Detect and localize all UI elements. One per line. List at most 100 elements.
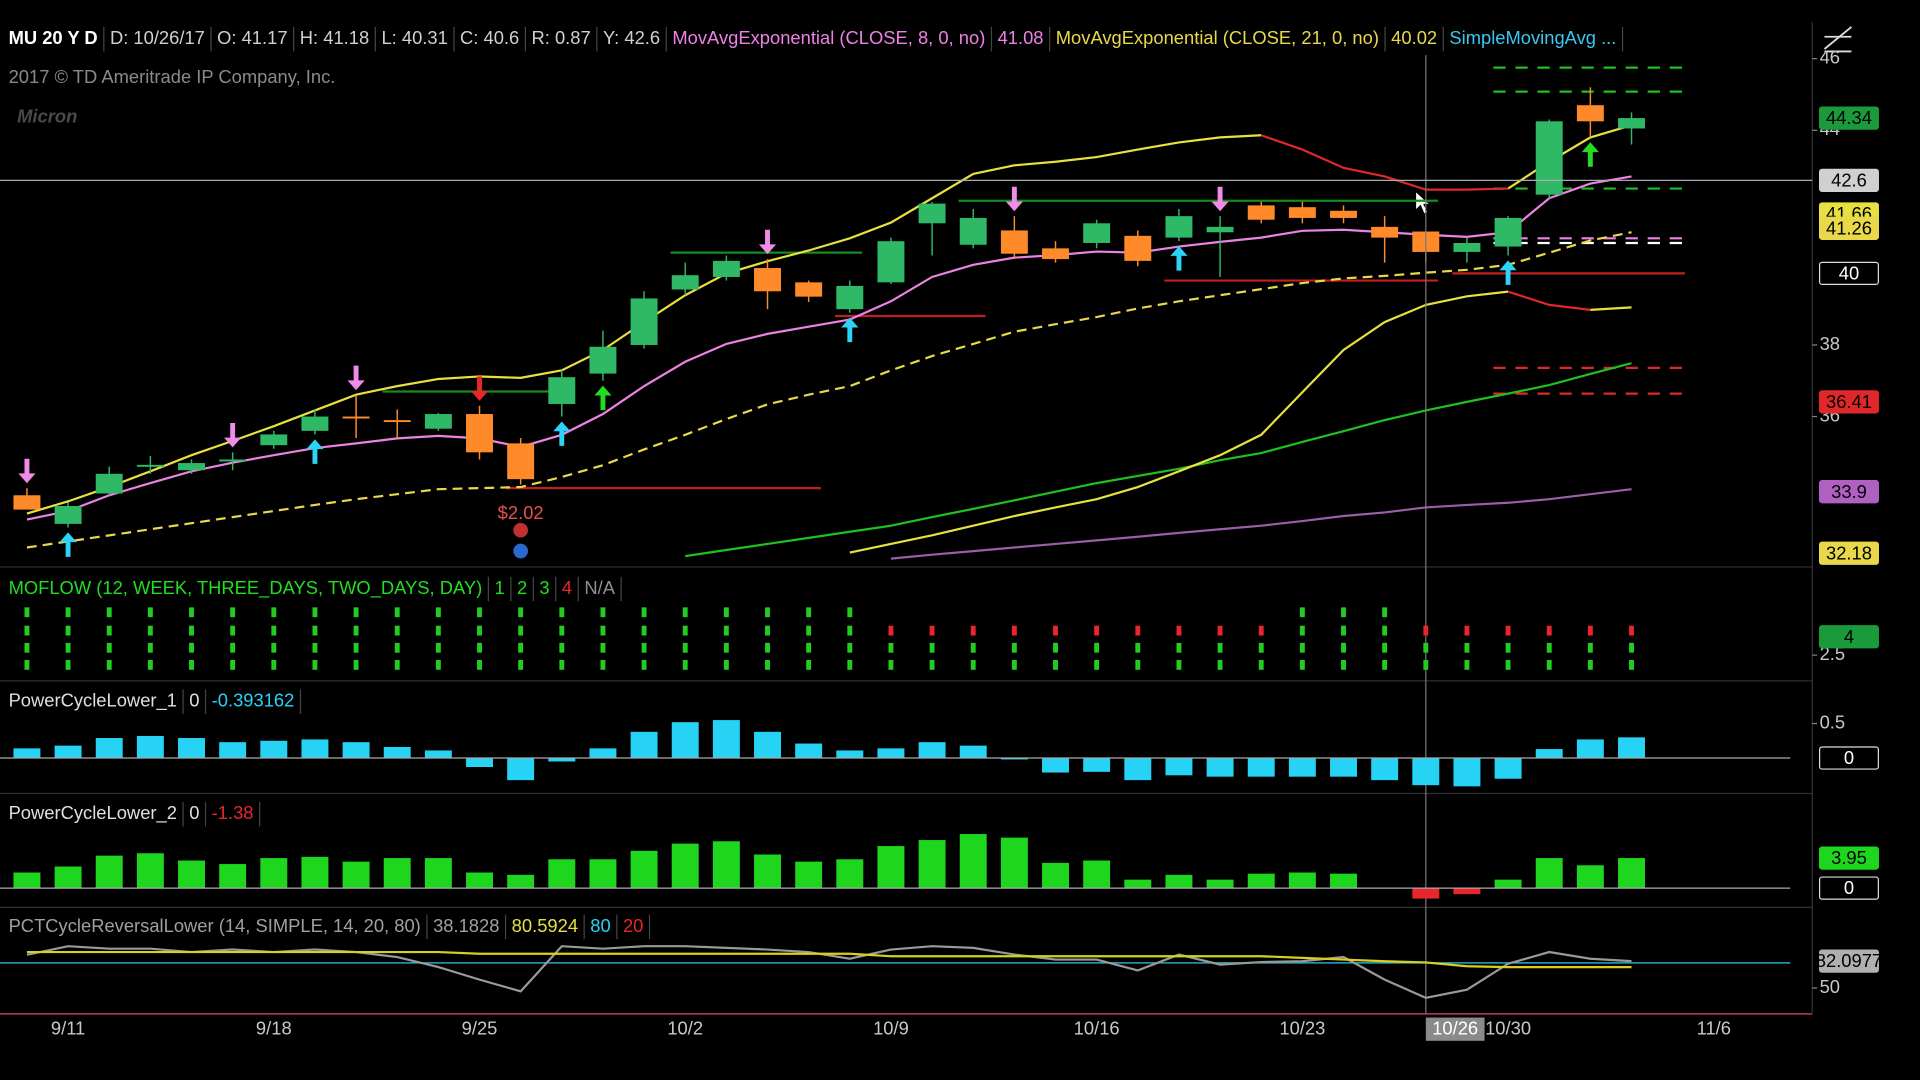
candle-body [219,459,247,462]
histogram-bar [13,748,41,759]
histogram-bar [877,748,905,759]
histogram-bar [1288,758,1316,777]
histogram-bar [795,861,823,889]
moflow-dot [1587,625,1593,636]
moflow-dot [477,625,482,636]
header-item: D: 10/26/17 [110,27,205,48]
x-tick-label: 10/30 [1485,1018,1531,1039]
moflow-dot [106,607,112,618]
moflow-dot [1135,625,1141,636]
histogram-bar [1288,872,1316,889]
header-item: MU 20 Y D [9,27,98,48]
moflow-dot [1546,660,1552,670]
histogram-bar [219,742,247,759]
moflow-dot [24,607,30,618]
header-item: MovAvgExponential (CLOSE, 21, 0, no) [1056,27,1379,48]
moflow-dot [641,660,647,670]
moflow-dot [682,660,688,670]
header-item: MovAvgExponential (CLOSE, 8, 0, no) [672,27,985,48]
moflow-dot [394,642,400,653]
moflow-dot [1587,660,1593,670]
moflow-dot [1505,625,1511,636]
moflow-dot [723,607,729,618]
histogram-bar [466,758,493,768]
histogram-bar [1042,862,1069,889]
header-item: 4 [562,577,572,598]
moflow-dot [806,660,812,670]
moflow-dot [723,660,729,670]
histogram-bar [136,735,164,759]
candle-body [466,414,493,453]
moflow-dot [1176,625,1182,636]
moflow-dot [1629,660,1634,670]
histogram-bar [260,740,288,759]
moflow-dot [929,660,935,670]
header-item: 0 [189,802,199,823]
histogram-bar [1000,758,1028,760]
moflow-dot [847,642,853,653]
moflow-dot [1011,660,1017,670]
price-tag-box [1818,261,1879,286]
moflow-dot [682,607,688,618]
histogram-bar [301,856,329,889]
signal-arrow [1211,186,1229,212]
moflow-dot [435,625,441,636]
candle-body [383,420,411,423]
candle-body [918,203,946,224]
moflow-dot [1382,660,1388,670]
moflow-dot [271,642,277,653]
price-tag: 0 [1844,877,1854,898]
histogram-bar [836,859,864,889]
signal-arrow [18,458,36,484]
price-tag-box [1818,541,1879,565]
histogram-bar [836,750,864,759]
moflow-dot [765,625,770,636]
x-tick-label: 10/16 [1074,1018,1120,1039]
moflow-dot [189,642,194,653]
candle-body [877,241,905,283]
candle-body [754,268,781,292]
indicator-line [26,231,1632,549]
histogram-bar [1330,758,1357,777]
moflow-dot [271,607,277,618]
moflow-dot [1258,625,1264,636]
y-tick-label: 50 [1820,976,1840,997]
histogram-bar [712,841,740,889]
moflow-dot [1464,642,1470,653]
drawing-tool-icon[interactable] [1823,26,1853,53]
price-tag-box [1818,846,1879,870]
signal-arrow [1499,260,1517,285]
header-item: 2 [517,577,527,598]
moflow-dot [1505,642,1511,653]
signal-arrow [841,317,859,343]
dividend-label: $2.02 [498,502,544,523]
moflow-dot [435,660,441,670]
histogram-bar [959,745,987,759]
candle-body [1042,248,1069,260]
moflow-dot [970,660,976,670]
indicator-line [685,362,1632,558]
histogram-bar [1618,858,1645,889]
moflow-dot [1423,660,1429,670]
histogram-bar [630,850,658,889]
moflow-dot [641,607,647,618]
moflow-dot [1382,625,1388,636]
icon-stroke [1823,26,1853,50]
signal-arrow [553,421,571,446]
moflow-dot [312,625,318,636]
moflow-dot [1176,642,1182,653]
signal-arrow [470,376,489,401]
moflow-dot [353,607,359,618]
histogram-bar [1206,879,1234,889]
histogram-bar [1247,758,1275,777]
signal-arrow [758,229,777,255]
histogram-bar [918,840,946,889]
candle-body [1371,226,1399,238]
histogram-bar [342,861,370,889]
moflow-dot [106,642,112,653]
moflow-dot [1341,660,1346,670]
candle-body [1206,226,1234,233]
candle-body [1288,207,1316,218]
header-item: -0.393162 [212,689,295,710]
